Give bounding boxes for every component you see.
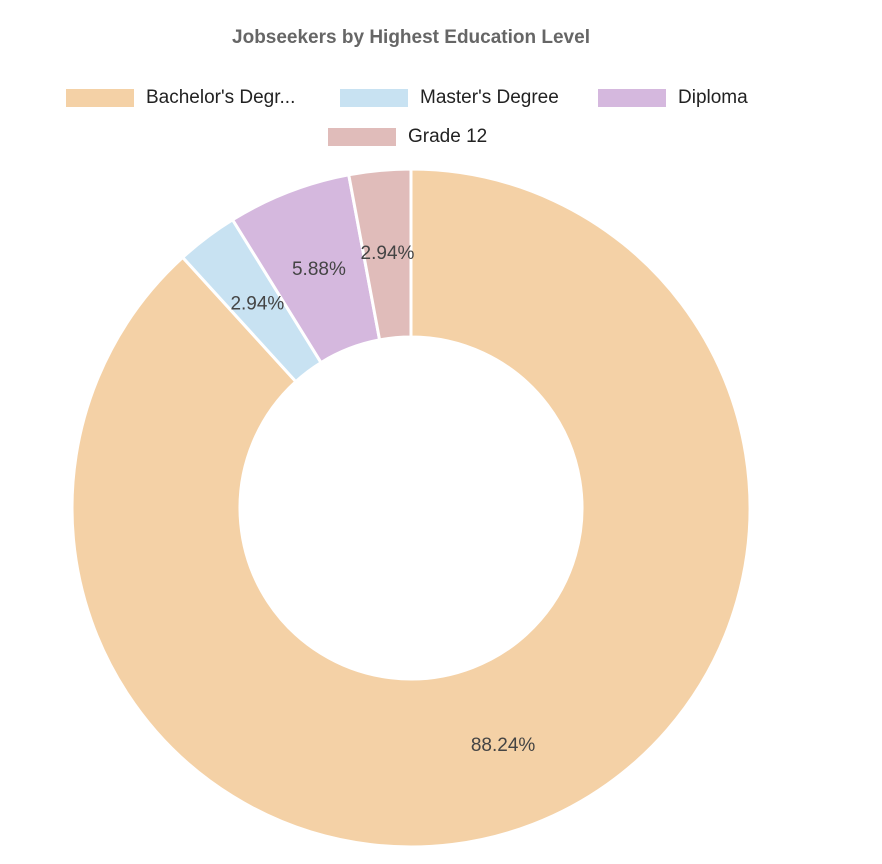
legend-label: Grade 12 <box>408 126 487 147</box>
data-label: 2.94% <box>230 293 284 314</box>
data-label: 2.94% <box>361 243 415 264</box>
legend-label: Diploma <box>678 87 748 108</box>
legend-label: Master's Degree <box>420 87 559 108</box>
slice <box>70 167 752 849</box>
legend-swatch <box>66 89 134 107</box>
data-label: 5.88% <box>292 259 346 280</box>
legend-swatch <box>340 89 408 107</box>
legend-swatch <box>328 128 396 146</box>
legend-swatch <box>598 89 666 107</box>
chart-title: Jobseekers by Highest Education Level <box>232 27 590 48</box>
slice <box>346 167 413 342</box>
data-label: 88.24% <box>471 735 536 756</box>
legend-label: Bachelor's Degr... <box>146 87 295 108</box>
